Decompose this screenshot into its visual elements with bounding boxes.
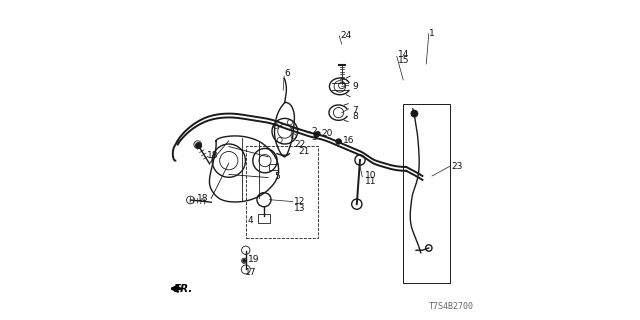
Circle shape: [337, 140, 341, 143]
Text: 6: 6: [284, 69, 290, 78]
Text: 22: 22: [294, 140, 306, 148]
Text: 18: 18: [197, 194, 208, 203]
Text: 13: 13: [294, 204, 306, 212]
Circle shape: [316, 132, 320, 136]
Text: 12: 12: [294, 197, 306, 206]
Text: 14: 14: [398, 50, 410, 59]
Text: 20: 20: [322, 129, 333, 138]
Text: 3: 3: [311, 133, 317, 142]
Text: 19: 19: [248, 255, 259, 264]
Text: 9: 9: [352, 82, 358, 91]
Circle shape: [243, 260, 246, 262]
Text: 24: 24: [340, 31, 352, 40]
Text: T7S4B2700: T7S4B2700: [429, 302, 474, 311]
Bar: [269, 164, 278, 170]
Text: FR.: FR.: [173, 284, 193, 294]
Text: 15: 15: [398, 56, 410, 65]
Text: 7: 7: [352, 106, 358, 115]
Text: 5: 5: [274, 172, 280, 180]
Bar: [246, 146, 319, 238]
Text: 1: 1: [429, 29, 435, 38]
Circle shape: [412, 110, 417, 117]
Text: 23: 23: [451, 162, 463, 171]
Text: 16: 16: [343, 136, 355, 145]
Text: 18: 18: [207, 151, 219, 160]
Text: 21: 21: [298, 147, 310, 156]
Text: 8: 8: [352, 112, 358, 121]
Text: 2: 2: [311, 127, 317, 136]
Text: 11: 11: [365, 177, 376, 186]
Text: 4: 4: [248, 216, 253, 225]
Text: 17: 17: [245, 268, 256, 277]
Text: 10: 10: [365, 171, 376, 180]
Bar: [259, 214, 270, 223]
Bar: [403, 104, 450, 283]
